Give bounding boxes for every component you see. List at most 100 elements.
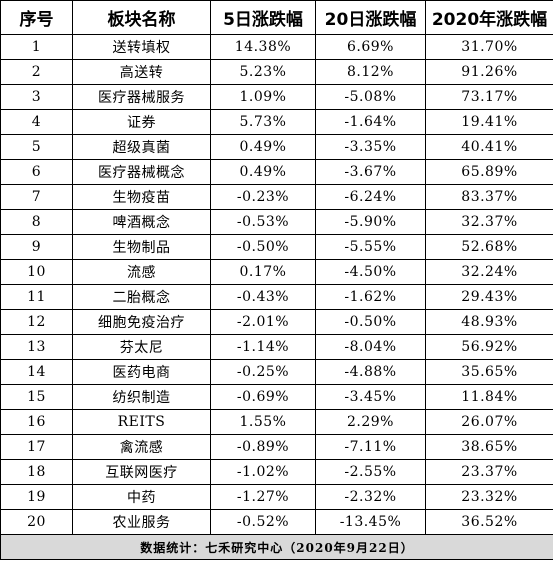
sector-name-cell: 农业服务 (72, 509, 211, 535)
header-20day-change: 20日涨跌幅 (315, 0, 426, 35)
table-row: 18 互联网医疗 -1.02% -2.55% 23.37% (0, 459, 553, 485)
change-2020-cell: 11.84% (425, 384, 553, 410)
row-index-cell: 9 (0, 234, 73, 260)
row-index-cell: 10 (0, 259, 73, 285)
change-2020-cell: 32.24% (425, 259, 553, 285)
change-5day-cell: -1.14% (210, 334, 316, 360)
change-20day-cell: -2.32% (315, 484, 426, 510)
change-2020-cell: 83.37% (425, 184, 553, 210)
table-row: 3 医疗器械服务 1.09% -5.08% 73.17% (0, 84, 553, 110)
change-5day-cell: -1.02% (210, 459, 316, 485)
change-20day-cell: -3.35% (315, 134, 426, 160)
change-2020-cell: 29.43% (425, 284, 553, 310)
change-2020-cell: 26.07% (425, 409, 553, 435)
change-5day-cell: 1.55% (210, 409, 316, 435)
change-5day-cell: -0.52% (210, 509, 316, 535)
sector-name-cell: 中药 (72, 484, 211, 510)
row-index-cell: 2 (0, 59, 73, 85)
sector-name-cell: 禽流感 (72, 434, 211, 460)
change-5day-cell: -2.01% (210, 309, 316, 335)
header-5day-change: 5日涨跌幅 (210, 0, 316, 35)
change-2020-cell: 65.89% (425, 159, 553, 185)
change-20day-cell: -13.45% (315, 509, 426, 535)
header-row: 序号 板块名称 5日涨跌幅 20日涨跌幅 2020年涨跌幅 (0, 0, 553, 35)
sector-name-cell: 生物疫苗 (72, 184, 211, 210)
table-row: 19 中药 -1.27% -2.32% 23.32% (0, 484, 553, 510)
change-20day-cell: -2.55% (315, 459, 426, 485)
row-index-cell: 15 (0, 384, 73, 410)
table-row: 8 啤酒概念 -0.53% -5.90% 32.37% (0, 209, 553, 235)
sector-name-cell: 生物制品 (72, 234, 211, 260)
sector-name-cell: 二胎概念 (72, 284, 211, 310)
table-row: 1 送转填权 14.38% 6.69% 31.70% (0, 34, 553, 60)
table-row: 2 高送转 5.23% 8.12% 91.26% (0, 59, 553, 85)
change-2020-cell: 40.41% (425, 134, 553, 160)
sector-name-cell: 证券 (72, 109, 211, 135)
change-20day-cell: -3.45% (315, 384, 426, 410)
change-2020-cell: 48.93% (425, 309, 553, 335)
change-20day-cell: -3.67% (315, 159, 426, 185)
change-20day-cell: -8.04% (315, 334, 426, 360)
change-20day-cell: -4.50% (315, 259, 426, 285)
table-row: 20 农业服务 -0.52% -13.45% 36.52% (0, 509, 553, 535)
sector-name-cell: 芬太尼 (72, 334, 211, 360)
row-index-cell: 3 (0, 84, 73, 110)
row-index-cell: 13 (0, 334, 73, 360)
change-2020-cell: 36.52% (425, 509, 553, 535)
table-row: 12 细胞免疫治疗 -2.01% -0.50% 48.93% (0, 309, 553, 335)
sector-name-cell: 互联网医疗 (72, 459, 211, 485)
row-index-cell: 6 (0, 159, 73, 185)
change-5day-cell: -1.27% (210, 484, 316, 510)
table-row: 16 REITS 1.55% 2.29% 26.07% (0, 409, 553, 435)
change-5day-cell: -0.23% (210, 184, 316, 210)
change-5day-cell: 14.38% (210, 34, 316, 60)
table-row: 15 纺织制造 -0.69% -3.45% 11.84% (0, 384, 553, 410)
sector-name-cell: 细胞免疫治疗 (72, 309, 211, 335)
change-20day-cell: -1.62% (315, 284, 426, 310)
change-5day-cell: 1.09% (210, 84, 316, 110)
sector-name-cell: REITS (72, 409, 211, 435)
change-2020-cell: 35.65% (425, 359, 553, 385)
row-index-cell: 4 (0, 109, 73, 135)
change-20day-cell: 8.12% (315, 59, 426, 85)
change-5day-cell: 0.49% (210, 134, 316, 160)
row-index-cell: 18 (0, 459, 73, 485)
sector-name-cell: 纺织制造 (72, 384, 211, 410)
sector-name-cell: 医疗器械服务 (72, 84, 211, 110)
row-index-cell: 14 (0, 359, 73, 385)
row-index-cell: 19 (0, 484, 73, 510)
sector-name-cell: 流感 (72, 259, 211, 285)
change-5day-cell: 5.23% (210, 59, 316, 85)
change-2020-cell: 38.65% (425, 434, 553, 460)
change-5day-cell: 5.73% (210, 109, 316, 135)
change-5day-cell: -0.53% (210, 209, 316, 235)
change-5day-cell: 0.17% (210, 259, 316, 285)
header-2020-change: 2020年涨跌幅 (425, 0, 553, 35)
table-row: 10 流感 0.17% -4.50% 32.24% (0, 259, 553, 285)
change-20day-cell: 2.29% (315, 409, 426, 435)
change-2020-cell: 56.92% (425, 334, 553, 360)
table-row: 5 超级真菌 0.49% -3.35% 40.41% (0, 134, 553, 160)
data-source-note: 数据统计：七禾研究中心（2020年9月22日） (0, 534, 553, 560)
table-row: 6 医疗器械概念 0.49% -3.67% 65.89% (0, 159, 553, 185)
change-5day-cell: -0.43% (210, 284, 316, 310)
change-2020-cell: 23.32% (425, 484, 553, 510)
change-2020-cell: 31.70% (425, 34, 553, 60)
change-20day-cell: -6.24% (315, 184, 426, 210)
row-index-cell: 5 (0, 134, 73, 160)
sector-name-cell: 高送转 (72, 59, 211, 85)
sector-name-cell: 啤酒概念 (72, 209, 211, 235)
change-20day-cell: -0.50% (315, 309, 426, 335)
sector-name-cell: 医药电商 (72, 359, 211, 385)
change-20day-cell: -5.90% (315, 209, 426, 235)
row-index-cell: 12 (0, 309, 73, 335)
row-index-cell: 1 (0, 34, 73, 60)
table-row: 11 二胎概念 -0.43% -1.62% 29.43% (0, 284, 553, 310)
change-5day-cell: -0.50% (210, 234, 316, 260)
change-2020-cell: 19.41% (425, 109, 553, 135)
table-row: 7 生物疫苗 -0.23% -6.24% 83.37% (0, 184, 553, 210)
header-index: 序号 (0, 0, 73, 35)
row-index-cell: 17 (0, 434, 73, 460)
change-5day-cell: -0.25% (210, 359, 316, 385)
